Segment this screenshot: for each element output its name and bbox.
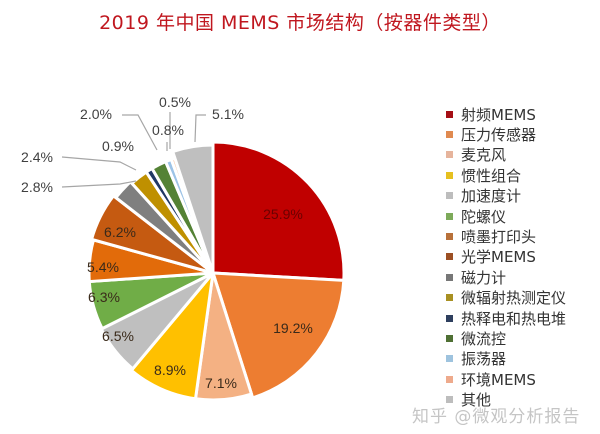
legend-item: 振荡器 (446, 349, 566, 369)
pie-slice-2 (211, 271, 346, 400)
legend-item: 热释电和热电堆 (446, 308, 566, 328)
legend-label: 陀螺仪 (461, 207, 507, 226)
legend-item: 其他 (446, 389, 566, 409)
legend-label: 磁力计 (461, 268, 507, 287)
legend-item: 磁力计 (446, 267, 566, 287)
pie-slice-8 (90, 194, 215, 275)
slice-label: 25.9% (263, 206, 303, 222)
legend-swatch-icon (446, 192, 453, 200)
slice-label: 2.4% (21, 149, 53, 165)
legend-label: 惯性组合 (461, 166, 522, 185)
slice-label: 0.5% (159, 94, 191, 110)
legend-item: 陀螺仪 (446, 206, 566, 226)
slice-label: 19.2% (273, 320, 313, 336)
slice-label: 6.5% (102, 328, 134, 344)
legend-item: 微流控 (446, 328, 566, 348)
pie-slice-15 (171, 143, 215, 275)
legend-swatch-icon (446, 171, 453, 179)
slice-label: 8.9% (154, 362, 186, 378)
legend-swatch-icon (446, 212, 453, 220)
legend-swatch-icon (446, 396, 453, 404)
slice-label: 2.0% (80, 106, 112, 122)
legend-label: 压力传感器 (461, 126, 537, 145)
legend-label: 加速度计 (461, 187, 522, 206)
slice-label: 0.8% (152, 122, 184, 138)
legend-item: 环境MEMS (446, 369, 566, 389)
legend-swatch-icon (446, 355, 453, 363)
legend-label: 环境MEMS (461, 370, 536, 389)
slice-label: 0.9% (102, 138, 134, 154)
legend-item: 光学MEMS (446, 247, 566, 267)
slice-label: 2.8% (21, 179, 53, 195)
legend-swatch-icon (446, 253, 453, 261)
legend-item: 加速度计 (446, 186, 566, 206)
legend-label: 热释电和热电堆 (461, 309, 567, 328)
legend-swatch-icon (446, 334, 453, 342)
legend-swatch-icon (446, 110, 453, 118)
legend-label: 振荡器 (461, 350, 507, 369)
leader-line (61, 180, 137, 188)
slice-label: 6.2% (104, 224, 136, 240)
slice-label: 5.1% (212, 106, 244, 122)
leader-lines (61, 112, 206, 188)
legend-swatch-icon (446, 294, 453, 302)
legend-label: 微流控 (461, 330, 507, 348)
legend-swatch-icon (446, 273, 453, 281)
legend-swatch-icon (446, 131, 453, 139)
legend-item: 压力传感器 (446, 124, 566, 144)
legend: 射频MEMS 压力传感器 麦克风 惯性组合加速度计 陀螺仪喷墨打印头 光学MEMS 磁力计微… (446, 104, 566, 410)
legend-label: 喷墨打印头 (461, 228, 537, 247)
legend-item: 微辐射热测定仪 (446, 288, 566, 308)
leader-line (122, 114, 158, 151)
pie-slices (87, 140, 346, 402)
watermark: 知乎 @微观分析报告 (412, 407, 581, 427)
legend-item: 射频MEMS (446, 104, 566, 124)
pie-slice-1 (211, 140, 346, 282)
legend-item: 麦克风 (446, 145, 566, 165)
legend-swatch-icon (446, 314, 453, 322)
legend-swatch-icon (446, 233, 453, 241)
slice-label: 5.4% (87, 259, 119, 275)
legend-label: 射频MEMS (461, 105, 536, 124)
legend-swatch-icon (446, 375, 453, 383)
leader-line (61, 156, 137, 171)
legend-label: 其他 (461, 391, 492, 410)
legend-swatch-icon (446, 151, 453, 159)
chart-title: 2019 年中国 MEMS 市场结构（按器件类型） (99, 12, 501, 34)
legend-item: 喷墨打印头 (446, 226, 566, 246)
leader-line (194, 114, 206, 143)
legend-label: 光学MEMS (461, 248, 536, 267)
pie-slice-4 (129, 271, 215, 401)
slice-label: 7.1% (205, 375, 237, 391)
slice-label: 6.3% (88, 289, 120, 305)
legend-item: 惯性组合 (446, 165, 566, 185)
slice-labels: 25.9% 19.2% 7.1% 8.9% 6.5% 6.3% 5.4% 6.2% 2.8% 2.… (21, 94, 313, 391)
legend-label: 微辐射热测定仪 (461, 289, 567, 308)
legend-label: 麦克风 (461, 146, 507, 165)
